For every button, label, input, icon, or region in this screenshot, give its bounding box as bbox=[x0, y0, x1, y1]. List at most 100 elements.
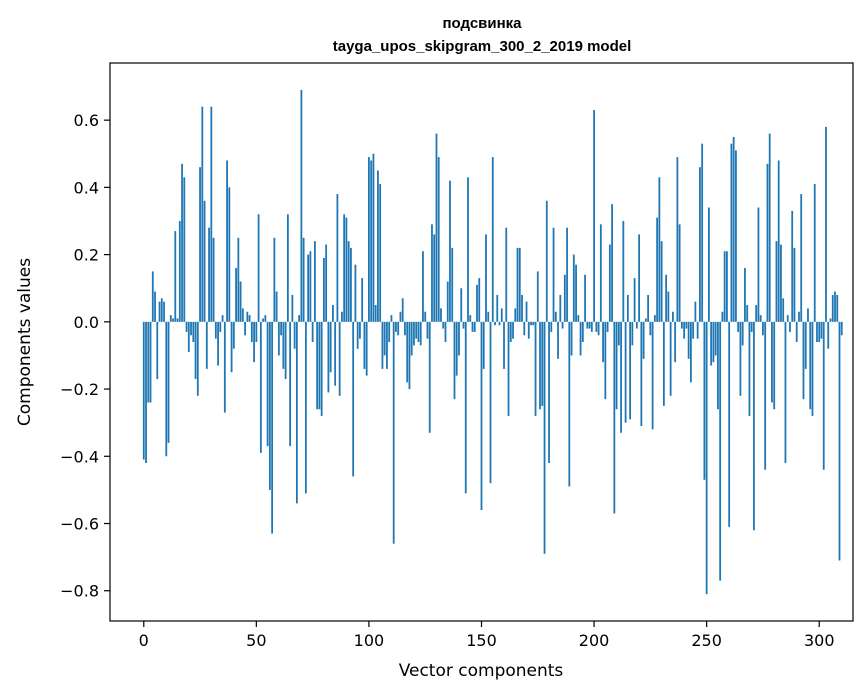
bar-123 bbox=[419, 321, 422, 346]
bar-255 bbox=[717, 321, 719, 410]
bar-215 bbox=[626, 294, 629, 322]
bar-0 bbox=[142, 321, 145, 460]
bar-56 bbox=[268, 321, 271, 490]
bar-70 bbox=[300, 89, 303, 322]
bar-185 bbox=[559, 294, 562, 322]
x-tick-label-300: 300 bbox=[804, 631, 835, 650]
bar-285 bbox=[784, 321, 787, 464]
x-tick-label-100: 100 bbox=[354, 631, 385, 650]
bar-181 bbox=[550, 321, 553, 332]
bar-198 bbox=[588, 321, 591, 329]
bar-135 bbox=[446, 281, 449, 322]
bar-77 bbox=[316, 321, 319, 410]
bar-293 bbox=[802, 321, 805, 400]
bar-53 bbox=[262, 318, 264, 322]
bar-251 bbox=[708, 207, 710, 322]
bar-82 bbox=[327, 321, 330, 393]
bar-102 bbox=[372, 153, 375, 322]
bar-216 bbox=[629, 321, 631, 420]
bar-10 bbox=[165, 321, 168, 457]
bar-71 bbox=[302, 237, 305, 322]
bar-33 bbox=[217, 321, 219, 366]
bar-81 bbox=[325, 244, 328, 322]
bar-62 bbox=[282, 321, 285, 369]
bar-64 bbox=[286, 214, 289, 322]
bar-128 bbox=[431, 224, 433, 322]
bar-113 bbox=[397, 321, 400, 336]
bar-145 bbox=[469, 315, 472, 322]
bar-161 bbox=[505, 227, 508, 322]
bar-264 bbox=[737, 321, 740, 332]
bar-205 bbox=[604, 321, 607, 400]
bar-269 bbox=[748, 321, 751, 416]
x-tick-label-200: 200 bbox=[579, 631, 610, 650]
bar-80 bbox=[322, 257, 325, 322]
bar-260 bbox=[728, 321, 731, 527]
bar-305 bbox=[829, 318, 832, 322]
bar-72 bbox=[304, 321, 307, 494]
bar-309 bbox=[838, 321, 841, 561]
bar-304 bbox=[827, 321, 830, 349]
bar-104 bbox=[377, 170, 379, 322]
bar-3 bbox=[149, 321, 152, 403]
bar-294 bbox=[804, 321, 807, 369]
bar-223 bbox=[644, 318, 647, 322]
bar-265 bbox=[739, 321, 742, 396]
bar-66 bbox=[291, 294, 294, 322]
bar-308 bbox=[836, 294, 839, 322]
bar-310 bbox=[840, 321, 843, 336]
bar-220 bbox=[638, 234, 641, 322]
bar-190 bbox=[570, 321, 573, 356]
bar-17 bbox=[181, 163, 183, 322]
bar-43 bbox=[239, 281, 242, 322]
bar-119 bbox=[410, 321, 413, 356]
bar-25 bbox=[199, 167, 201, 322]
bar-26 bbox=[201, 106, 204, 322]
bar-177 bbox=[541, 321, 544, 406]
bar-154 bbox=[489, 321, 492, 484]
bar-224 bbox=[647, 294, 650, 322]
bar-132 bbox=[440, 308, 442, 322]
bar-282 bbox=[777, 160, 780, 322]
bar-171 bbox=[527, 321, 530, 339]
bar-208 bbox=[611, 204, 613, 322]
bar-118 bbox=[408, 321, 411, 390]
bar-22 bbox=[192, 321, 195, 342]
bar-240 bbox=[683, 321, 686, 339]
bar-63 bbox=[284, 321, 287, 379]
bar-58 bbox=[273, 237, 276, 322]
bar-299 bbox=[816, 321, 818, 342]
bar-27 bbox=[203, 200, 206, 322]
bar-23 bbox=[194, 321, 197, 379]
bar-127 bbox=[428, 321, 431, 433]
bar-19 bbox=[185, 321, 188, 332]
bar-183 bbox=[554, 311, 557, 322]
bar-296 bbox=[809, 321, 812, 410]
bar-156 bbox=[494, 321, 496, 326]
bar-110 bbox=[390, 315, 393, 322]
bar-89 bbox=[343, 214, 346, 322]
bar-266 bbox=[741, 321, 744, 346]
bar-75 bbox=[311, 321, 314, 342]
bar-155 bbox=[491, 157, 494, 322]
bar-13 bbox=[172, 318, 174, 322]
bar-65 bbox=[289, 321, 292, 447]
bar-289 bbox=[793, 247, 796, 322]
bar-54 bbox=[264, 315, 267, 322]
bar-170 bbox=[525, 301, 528, 322]
bar-67 bbox=[293, 321, 296, 349]
bar-218 bbox=[633, 278, 636, 322]
x-axis-ticks: 0 50 100 150 200 250 300 bbox=[139, 621, 835, 650]
bar-207 bbox=[608, 244, 611, 322]
bar-191 bbox=[572, 254, 575, 322]
bar-108 bbox=[386, 321, 388, 369]
bar-200 bbox=[593, 110, 595, 322]
bar-44 bbox=[241, 308, 244, 322]
bar-227 bbox=[653, 315, 656, 322]
bar-248 bbox=[701, 143, 704, 322]
bar-222 bbox=[642, 321, 645, 359]
bar-134 bbox=[444, 321, 447, 342]
bar-206 bbox=[606, 321, 609, 332]
bar-270 bbox=[750, 321, 753, 332]
bar-57 bbox=[271, 321, 274, 534]
